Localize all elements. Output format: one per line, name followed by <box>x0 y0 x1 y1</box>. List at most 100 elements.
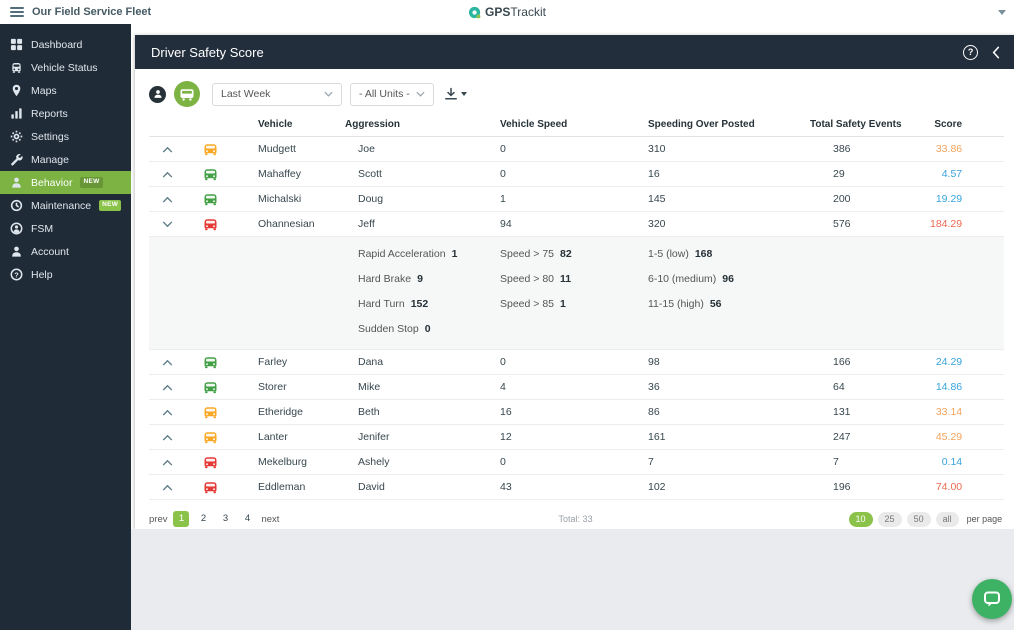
detail-line: Speed > 75 82 <box>500 241 648 266</box>
app-body: Dashboard Vehicle Status Maps Reports Se… <box>0 24 1014 630</box>
detail-line: Hard Turn 152 <box>358 291 500 316</box>
sidebar-item-account[interactable]: Account <box>0 240 131 263</box>
sidebar-item-reports[interactable]: Reports <box>0 102 131 125</box>
fsm-icon <box>10 222 23 235</box>
chat-launcher-button[interactable] <box>972 579 1013 619</box>
speeding-value: 310 <box>648 143 666 155</box>
chevron-icon <box>162 359 172 365</box>
row-expand-toggle[interactable] <box>149 484 185 491</box>
row-expand-toggle[interactable] <box>149 459 185 466</box>
speeding-value: 161 <box>648 431 666 443</box>
per-page-all[interactable]: all <box>935 511 959 527</box>
row-expand-toggle[interactable] <box>149 434 185 441</box>
export-button[interactable] <box>444 87 467 101</box>
safety-table: Vehicle Aggression Vehicle Speed Speedin… <box>135 113 1014 500</box>
vehicle-speed-value: 12 <box>500 431 512 443</box>
sidebar-item-manage[interactable]: Manage <box>0 148 131 171</box>
vehicle-icon <box>204 218 216 230</box>
units-select[interactable]: - All Units - <box>350 82 434 106</box>
sidebar: Dashboard Vehicle Status Maps Reports Se… <box>0 24 131 630</box>
sidebar-item-dashboard[interactable]: Dashboard <box>0 33 131 56</box>
vehicle-speed-value: 0 <box>500 356 506 368</box>
detail-label: 1-5 (low) <box>648 247 689 260</box>
sidebar-item-label: Reports <box>31 107 68 120</box>
driver-first-name: Mike <box>358 381 381 393</box>
vehicle-name: Ohannesian <box>258 218 315 230</box>
chevron-icon <box>162 171 172 177</box>
chevron-icon <box>162 146 172 152</box>
sidebar-item-settings[interactable]: Settings <box>0 125 131 148</box>
page-button-2[interactable]: 2 <box>200 513 207 524</box>
vehicle-view-toggle[interactable] <box>174 81 200 107</box>
detail-line: 6-10 (medium) 96 <box>648 266 810 291</box>
dashboard-icon <box>10 38 23 51</box>
sidebar-item-label: FSM <box>31 222 54 235</box>
maintenance-icon <box>10 199 23 212</box>
total-events-value: 200 <box>833 193 851 205</box>
row-expand-toggle[interactable] <box>149 221 185 228</box>
detail-value: 168 <box>694 247 713 260</box>
row-expand-toggle[interactable] <box>149 146 185 153</box>
sidebar-item-fsm[interactable]: FSM <box>0 217 131 240</box>
vehicle-speed-value: 1 <box>500 193 506 205</box>
brand-logo: GPSTrackit <box>468 5 546 19</box>
prev-page-button[interactable]: prev <box>149 513 168 525</box>
table-row: Mahaffey Scott 0 16 29 4.57 <box>149 162 1005 187</box>
vehicle-speed-value: 43 <box>500 481 512 493</box>
driver-first-name: Beth <box>358 406 380 418</box>
new-badge: NEW <box>80 177 103 188</box>
vehicle-icon <box>204 143 216 155</box>
row-expand-toggle[interactable] <box>149 359 185 366</box>
detail-label: Hard Brake <box>358 272 412 285</box>
per-page-10[interactable]: 10 <box>848 511 873 527</box>
score-cell: 45.29 <box>935 431 963 443</box>
row-expand-toggle[interactable] <box>149 409 185 416</box>
page-button-1[interactable]: 1 <box>173 511 190 527</box>
sidebar-item-maps[interactable]: Maps <box>0 79 131 102</box>
total-events-value: 386 <box>833 143 851 155</box>
next-page-button[interactable]: next <box>261 513 280 525</box>
sidebar-item-label: Vehicle Status <box>31 61 98 74</box>
person-icon <box>153 90 162 98</box>
col-header-score: Score <box>934 119 963 130</box>
topbar: Our Field Service Fleet GPSTrackit <box>0 0 1014 24</box>
vehicle-icon <box>204 431 216 443</box>
help-icon[interactable]: ? <box>963 44 979 60</box>
sidebar-item-maintenance[interactable]: Maintenance NEW <box>0 194 131 217</box>
detail-value: 11 <box>560 272 572 285</box>
driver-first-name: Dana <box>358 356 384 368</box>
menu-icon[interactable] <box>10 6 24 18</box>
sidebar-item-behavior[interactable]: Behavior NEW <box>0 171 131 194</box>
col-header-aggression: Aggression <box>345 119 401 130</box>
table-header: Vehicle Aggression Vehicle Speed Speedin… <box>149 113 1005 137</box>
speeding-value: 7 <box>648 456 654 468</box>
vehicle-name: Lanter <box>258 431 288 443</box>
row-expand-toggle[interactable] <box>149 171 185 178</box>
period-select[interactable]: Last Week <box>212 82 342 106</box>
page-button-3[interactable]: 3 <box>222 513 229 524</box>
table-body: Mudgett Joe 0 310 386 33.86 Mahaffey Sco… <box>149 137 1005 500</box>
speeding-value: 98 <box>648 356 660 368</box>
collapse-panel-button[interactable] <box>992 46 1000 59</box>
detail-label: Speed > 80 <box>500 272 555 285</box>
topbar-menu-caret-icon[interactable] <box>998 9 1006 15</box>
page-button-4[interactable]: 4 <box>244 513 251 524</box>
per-page-50[interactable]: 50 <box>906 511 931 527</box>
vehicle-icon <box>204 193 216 205</box>
col-header-total-events: Total Safety Events <box>810 119 902 130</box>
settings-icon <box>10 130 23 143</box>
row-expand-toggle[interactable] <box>149 196 185 203</box>
toolbar: Last Week - All Units - <box>135 69 1014 113</box>
sidebar-item-vehicle-status[interactable]: Vehicle Status <box>0 56 131 79</box>
driver-view-toggle[interactable] <box>149 85 166 103</box>
chat-bubble-icon <box>984 591 1001 607</box>
row-expand-toggle[interactable] <box>149 384 185 391</box>
detail-label: Speed > 85 <box>500 297 555 310</box>
sidebar-item-help[interactable]: ? Help <box>0 263 131 286</box>
per-page-controls: 10 25 50 all per page <box>848 511 1002 527</box>
per-page-25[interactable]: 25 <box>877 511 902 527</box>
speeding-value: 16 <box>648 168 660 180</box>
chevron-icon <box>162 409 172 415</box>
driver-first-name: Ashely <box>358 456 390 468</box>
pagination: prev 1 2 3 4 next Total: 33 10 25 50 all… <box>135 500 1014 529</box>
